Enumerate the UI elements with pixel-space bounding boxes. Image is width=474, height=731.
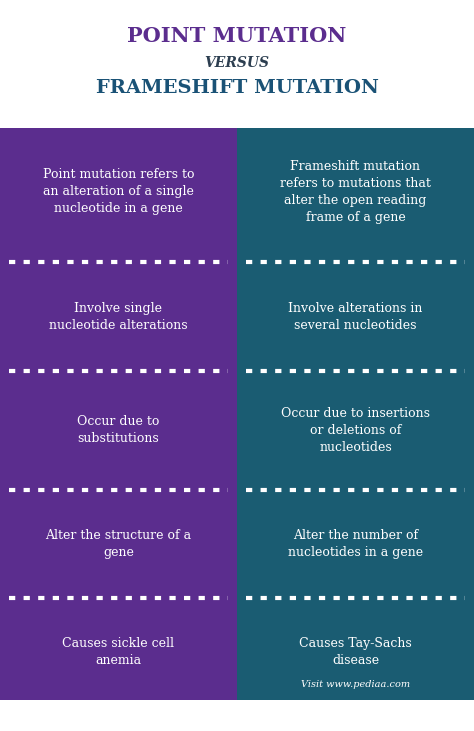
Bar <box>0 496 237 591</box>
Bar <box>0 364 237 377</box>
Text: Causes sickle cell
anemia: Causes sickle cell anemia <box>63 637 174 667</box>
Bar <box>0 483 237 496</box>
Text: FRAMESHIFT MUTATION: FRAMESHIFT MUTATION <box>96 79 378 97</box>
Bar <box>0 377 237 483</box>
Bar <box>0 0 474 128</box>
Bar <box>237 364 474 377</box>
Bar <box>237 496 474 591</box>
Bar <box>0 128 237 256</box>
Bar <box>237 483 474 496</box>
Bar <box>237 591 474 605</box>
Bar <box>0 591 237 605</box>
Text: Occur due to insertions
or deletions of
nucleotides: Occur due to insertions or deletions of … <box>281 406 430 454</box>
Bar <box>237 377 474 483</box>
Bar <box>237 256 474 269</box>
Bar <box>237 128 474 256</box>
Text: Alter the structure of a
gene: Alter the structure of a gene <box>46 529 191 559</box>
Text: Involve single
nucleotide alterations: Involve single nucleotide alterations <box>49 301 188 332</box>
Bar <box>237 269 474 364</box>
Text: Point mutation refers to
an alteration of a single
nucleotide in a gene: Point mutation refers to an alteration o… <box>43 168 194 216</box>
Text: Causes Tay-Sachs
disease: Causes Tay-Sachs disease <box>299 637 412 667</box>
Bar <box>0 256 237 269</box>
Text: Frameshift mutation
refers to mutations that
alter the open reading
frame of a g: Frameshift mutation refers to mutations … <box>280 160 431 224</box>
Text: Involve alterations in
several nucleotides: Involve alterations in several nucleotid… <box>288 301 423 332</box>
Text: Alter the number of
nucleotides in a gene: Alter the number of nucleotides in a gen… <box>288 529 423 559</box>
Text: VERSUS: VERSUS <box>204 56 270 69</box>
Text: Occur due to
substitutions: Occur due to substitutions <box>77 415 160 445</box>
Text: POINT MUTATION: POINT MUTATION <box>128 26 346 45</box>
Bar <box>237 605 474 700</box>
Text: Visit www.pediaa.com: Visit www.pediaa.com <box>301 680 410 689</box>
Bar <box>0 605 237 700</box>
Bar <box>0 269 237 364</box>
